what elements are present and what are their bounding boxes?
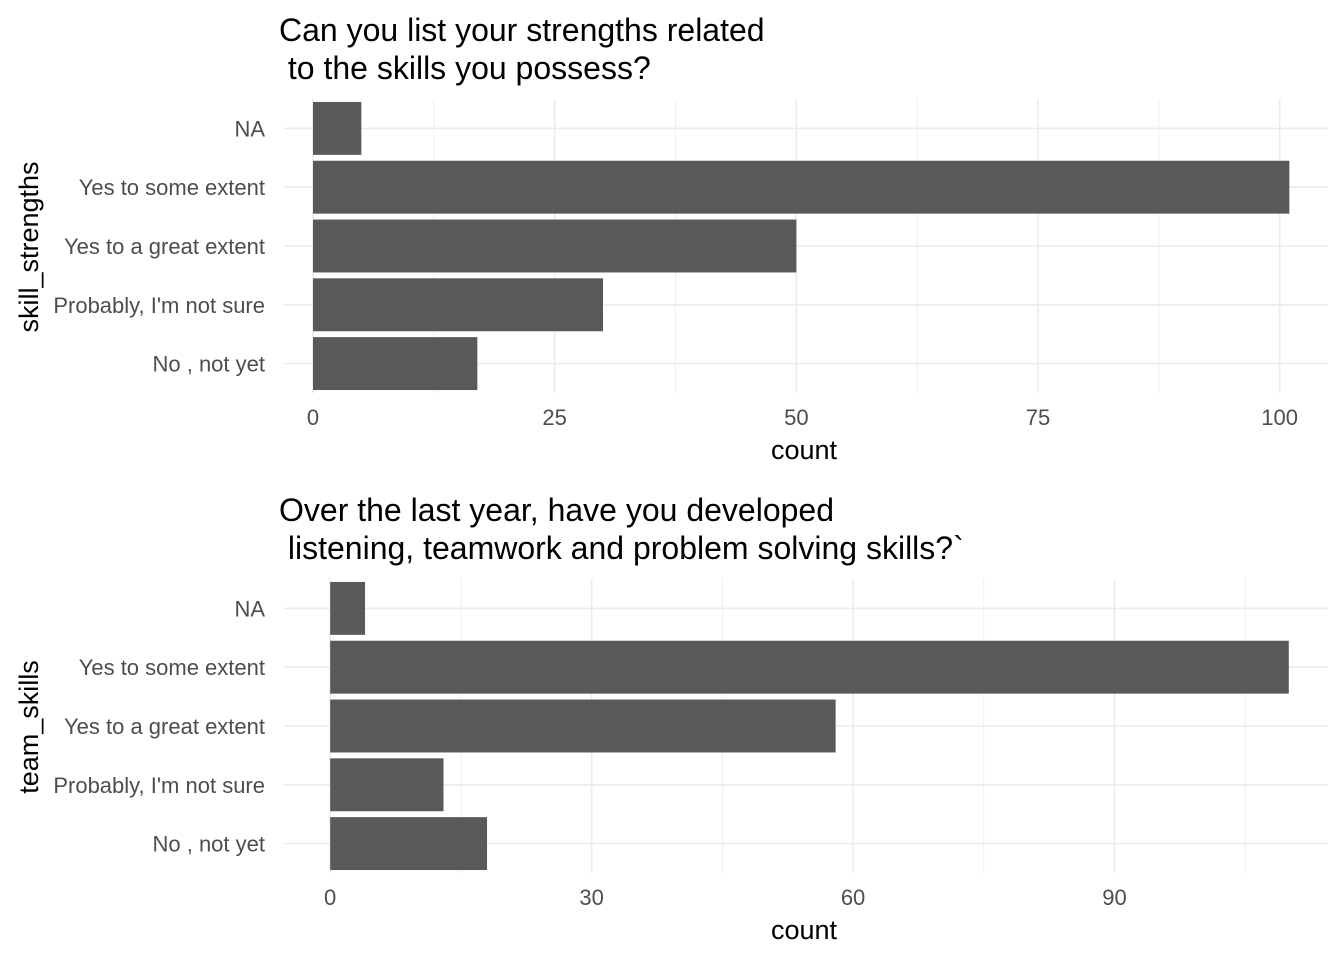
bars	[313, 101, 1290, 391]
bar	[330, 581, 366, 635]
y-tick-label: Yes to a great extent	[64, 714, 265, 739]
y-tick-labels: NA Yes to some extent Yes to a great exten…	[53, 116, 265, 376]
chart-title-line-2: to the skills you possess?	[279, 50, 651, 86]
bars	[330, 581, 1289, 871]
bar	[313, 101, 362, 155]
bar	[330, 758, 444, 812]
y-tick-label: Yes to some extent	[79, 655, 265, 680]
y-tick-labels: NA Yes to some extent Yes to a great exten…	[53, 596, 265, 856]
chart-title-line-2: listening, teamwork and problem solving …	[279, 530, 964, 566]
x-tick-label: 75	[1026, 405, 1050, 430]
y-tick-label: NA	[234, 596, 265, 621]
bar	[313, 278, 603, 332]
y-tick-label: No , not yet	[152, 832, 265, 857]
chart-panel-team-skills: Over the last year, have you developed l…	[14, 492, 1328, 945]
bar	[330, 640, 1289, 694]
x-tick-label: 100	[1261, 405, 1298, 430]
y-tick-label: Yes to a great extent	[64, 234, 265, 259]
x-axis-title: count	[771, 435, 838, 465]
y-tick-label: No , not yet	[152, 352, 265, 377]
x-axis-title: count	[771, 915, 838, 945]
x-tick-labels: 0 30 60 90	[324, 885, 1127, 910]
y-axis-title: team_skills	[14, 660, 44, 794]
y-tick-label: Probably, I'm not sure	[53, 773, 265, 798]
y-tick-label: Yes to some extent	[79, 175, 265, 200]
chart-panel-skill-strengths: Can you list your strengths related to t…	[14, 12, 1328, 465]
bar	[313, 219, 797, 273]
y-axis-title: skill_strengths	[14, 161, 44, 332]
x-tick-label: 0	[324, 885, 336, 910]
y-tick-label: NA	[234, 116, 265, 141]
x-tick-label: 25	[542, 405, 566, 430]
bar	[313, 160, 1290, 214]
y-tick-label: Probably, I'm not sure	[53, 293, 265, 318]
x-tick-label: 0	[307, 405, 319, 430]
bar	[330, 817, 488, 871]
bar	[313, 337, 478, 391]
x-tick-label: 90	[1102, 885, 1126, 910]
x-tick-label: 30	[579, 885, 603, 910]
bar	[330, 699, 836, 753]
chart-title-line-1: Can you list your strengths related	[279, 12, 765, 48]
x-tick-labels: 0 25 50 75 100	[307, 405, 1298, 430]
chart-title-line-1: Over the last year, have you developed	[279, 492, 834, 528]
x-tick-label: 50	[784, 405, 808, 430]
x-tick-label: 60	[841, 885, 865, 910]
